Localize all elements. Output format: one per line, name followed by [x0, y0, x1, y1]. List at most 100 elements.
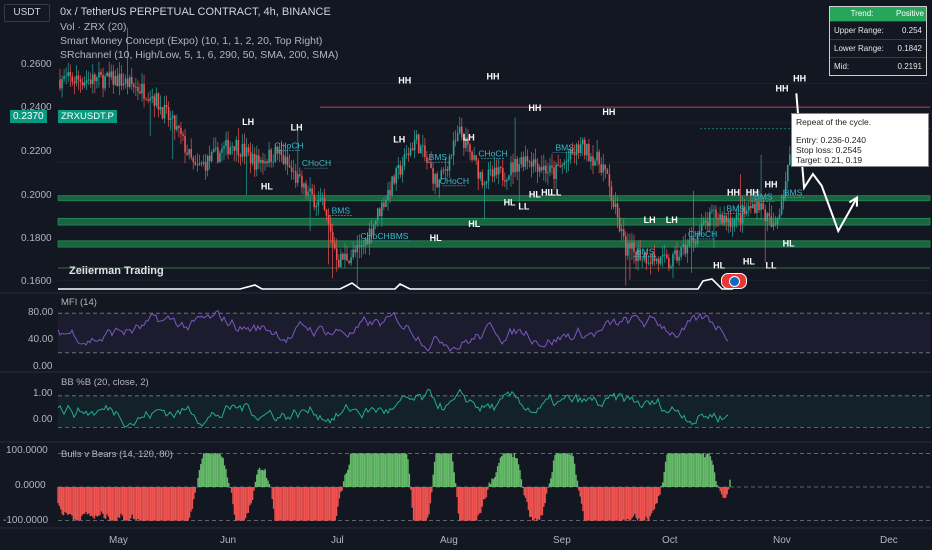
bb-pane-label[interactable]: BB %B (20, close, 2) [61, 377, 149, 388]
candle-body [317, 200, 320, 206]
mid-value: 0.2191 [897, 62, 922, 71]
candle-body [758, 201, 760, 210]
candle-body [292, 171, 295, 172]
candle-body [417, 134, 420, 154]
bulls-bears-pane-label[interactable]: Bulls v Bears (14, 120, 80) [61, 449, 173, 460]
swing-label: HL [430, 233, 442, 243]
candle-body [659, 256, 662, 264]
candle-body [280, 149, 283, 156]
candle-body [516, 158, 518, 172]
x-tick-label: Sep [553, 535, 571, 546]
candle-body [461, 126, 463, 138]
candle-body [784, 181, 787, 195]
candle-body [73, 81, 76, 84]
candle-body [71, 76, 74, 82]
candle-body [608, 173, 611, 187]
candle-body [645, 253, 648, 264]
candle-body [493, 167, 496, 177]
mfi-pane-label[interactable]: MFI (14) [61, 297, 97, 308]
candle-body [745, 210, 748, 214]
swing-label: HH [727, 188, 740, 198]
indicator-srchannel[interactable]: SRchannel (10, High/Low, 5, 1, 6, 290, 5… [60, 49, 339, 61]
candle-body [424, 145, 426, 158]
candle-body [411, 148, 414, 151]
candle-body [780, 201, 783, 215]
candle-body [741, 206, 744, 224]
candle-body [272, 161, 274, 163]
candle-body [370, 228, 373, 236]
candle-body [680, 247, 682, 257]
candle-body [698, 231, 701, 235]
candle-body [247, 147, 250, 153]
swing-label: HL [713, 260, 725, 270]
flag-badge-icon[interactable] [721, 273, 747, 289]
candle-body [79, 79, 82, 82]
candle-body [116, 75, 119, 87]
trend-table-row: Mid: 0.2191 [830, 57, 926, 75]
candle-body [438, 179, 441, 188]
mfi-tick-label: 40.00 [28, 334, 54, 345]
indicator-volume[interactable]: Vol · ZRX (20) [60, 21, 127, 33]
candle-body [606, 169, 609, 174]
candle-body [475, 155, 477, 161]
candle-body [239, 155, 242, 157]
trade-note[interactable]: Repeat of the cycle. Entry: 0.236-0.240 … [791, 113, 929, 167]
candle-body [227, 139, 229, 155]
candle-body [557, 164, 559, 167]
indicator-smart-money[interactable]: Smart Money Concept (Expo) (10, 1, 1, 2,… [60, 35, 323, 47]
candle-body [319, 199, 322, 201]
y-tick-label: 0.1800 [21, 233, 52, 244]
candle-body [678, 256, 680, 261]
candle-body [89, 79, 92, 85]
candle-body [717, 218, 719, 220]
candle-body [155, 93, 158, 106]
candle-body [237, 139, 240, 156]
candle-body [524, 156, 527, 167]
candle-body [215, 147, 217, 149]
candle-body [208, 155, 211, 162]
candle-body [444, 169, 447, 171]
candle-body [655, 258, 658, 261]
candle-body [124, 78, 127, 84]
candle-body [87, 79, 90, 81]
candle-body [130, 77, 133, 85]
candle-body [748, 206, 750, 211]
y-tick-label: 0.2600 [21, 59, 52, 70]
note-line-target: Target: 0.21, 0.19 [796, 155, 863, 165]
candle-body [122, 83, 125, 86]
candle-body [676, 250, 678, 261]
candle-body [547, 172, 549, 174]
candle-body [770, 216, 773, 227]
candle-body [616, 203, 619, 218]
candle-body [647, 262, 650, 264]
candle-body [446, 169, 449, 171]
candle-body [385, 199, 387, 208]
candle-body [110, 71, 113, 78]
candle-body [94, 74, 96, 82]
candle-body [559, 166, 561, 167]
candle-body [157, 93, 160, 110]
candle-body [137, 86, 139, 92]
candle-body [612, 200, 615, 207]
candle-body [184, 135, 186, 153]
trend-table-row: Lower Range: 0.1842 [830, 39, 926, 57]
upper-range-value: 0.254 [901, 26, 922, 35]
candle-body [727, 219, 730, 223]
swing-label: HL [783, 239, 795, 249]
candle-body [161, 107, 164, 119]
candle-body [477, 160, 479, 179]
candle-body [672, 254, 674, 267]
candle-body [782, 194, 785, 202]
candle-body [688, 239, 691, 246]
candle-body [551, 165, 553, 168]
candle-body [305, 183, 307, 196]
candle-body [760, 203, 762, 210]
currency-selector[interactable]: USDT [4, 4, 50, 22]
candle-body [262, 159, 264, 164]
swing-label: HH [776, 83, 789, 93]
candle-body [182, 134, 184, 136]
candle-body [635, 252, 637, 262]
candle-body [538, 167, 541, 172]
